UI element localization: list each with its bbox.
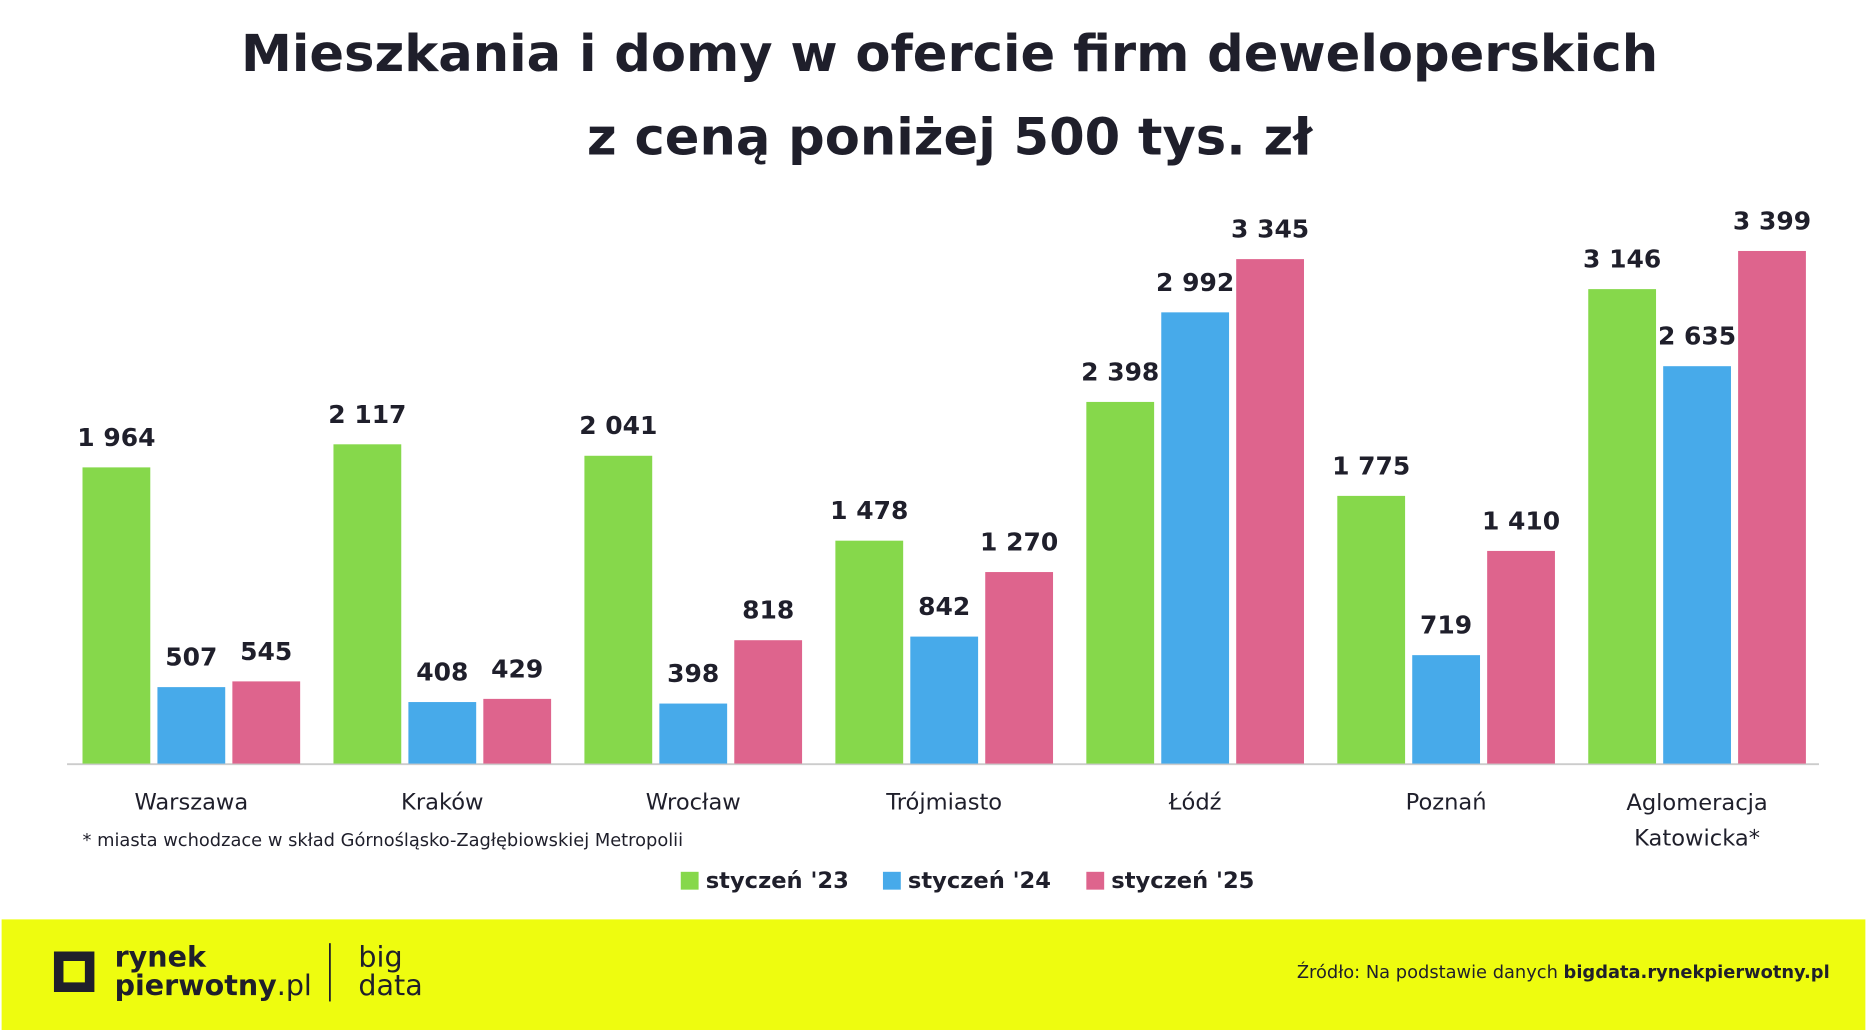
source: Źródło: Na podstawie danych bigdata.ryne… (1297, 961, 1830, 983)
footer-band (1, 919, 1866, 1030)
bar (82, 467, 151, 764)
bar (232, 681, 301, 764)
legend-label: styczeń '25 (1111, 868, 1254, 894)
logo2-text: data (358, 969, 422, 1002)
bar (1738, 250, 1806, 764)
legend-label: styczeń '24 (908, 868, 1051, 894)
source-prefix: Źródło: Na podstawie danych (1297, 961, 1564, 983)
value-label: 398 (667, 659, 719, 688)
value-label: 2 635 (1658, 322, 1736, 351)
logo-icon (53, 951, 95, 992)
x-tick-label-line: Katowicka* (1634, 825, 1760, 851)
bar (483, 698, 552, 764)
legend-swatch (1086, 871, 1105, 890)
logo-text: pierwotny (115, 969, 278, 1002)
bar (985, 572, 1054, 764)
bar (910, 636, 979, 764)
value-label: 429 (491, 654, 543, 683)
x-tick-label: Warszawa (134, 789, 248, 815)
value-label: 507 (165, 643, 217, 672)
x-tick-label-line: Aglomeracja (1626, 789, 1767, 815)
footnote: * miasta wchodzace w skład Górnośląsko-Z… (83, 830, 684, 851)
bar (584, 455, 653, 764)
chart-title: Mieszkania i domy w ofercie firm dewelop… (241, 25, 1658, 84)
x-tick-label: Trójmiasto (885, 789, 1002, 815)
x-tick-label: Aglomeracja Katowicka* (1626, 789, 1767, 851)
bar (157, 687, 226, 764)
bar (1337, 495, 1406, 764)
logo-text: pierwotny.pl (115, 969, 312, 1002)
bar (1161, 312, 1230, 764)
value-label: 3 399 (1733, 206, 1811, 235)
chart-title: z ceną poniżej 500 tys. zł (587, 108, 1313, 167)
value-label: 2 398 (1081, 357, 1159, 386)
bar (734, 640, 803, 764)
x-tick-label: Łódź (1168, 789, 1222, 815)
x-tick-label: Kraków (401, 789, 483, 815)
value-label: 2 117 (328, 400, 406, 429)
legend-swatch (882, 871, 901, 890)
value-label: 408 (416, 658, 468, 687)
value-label: 3 146 (1583, 245, 1661, 274)
logo-text: rynek (115, 941, 207, 974)
bar (1487, 550, 1555, 764)
bar (1588, 289, 1657, 764)
legend-swatch (680, 871, 699, 890)
legend-label: styczeń '23 (706, 868, 849, 894)
value-label: 3 345 (1231, 215, 1309, 244)
x-tick-label: Poznań (1406, 789, 1487, 815)
value-label: 1 775 (1332, 451, 1410, 480)
value-label: 2 992 (1156, 268, 1234, 297)
value-label: 1 964 (77, 423, 155, 452)
value-label: 545 (240, 637, 292, 666)
logo2-text: big (358, 941, 402, 974)
value-label: 719 (1420, 611, 1472, 640)
bar (1086, 401, 1155, 764)
bar (1663, 366, 1731, 764)
source-link[interactable]: bigdata.rynekpierwotny.pl (1564, 962, 1830, 983)
value-label: 818 (742, 596, 794, 625)
value-label: 2 041 (579, 411, 657, 440)
logo-text: .pl (277, 969, 312, 1002)
value-label: 1 478 (830, 496, 908, 525)
value-label: 842 (918, 592, 970, 621)
bar (333, 444, 402, 764)
bar (835, 540, 904, 764)
bar (408, 702, 477, 764)
bar (1236, 259, 1304, 764)
x-tick-label: Wrocław (646, 789, 741, 815)
bar (659, 703, 728, 764)
value-label: 1 410 (1482, 506, 1560, 535)
value-label: 1 270 (980, 528, 1058, 557)
bar (1412, 655, 1481, 764)
